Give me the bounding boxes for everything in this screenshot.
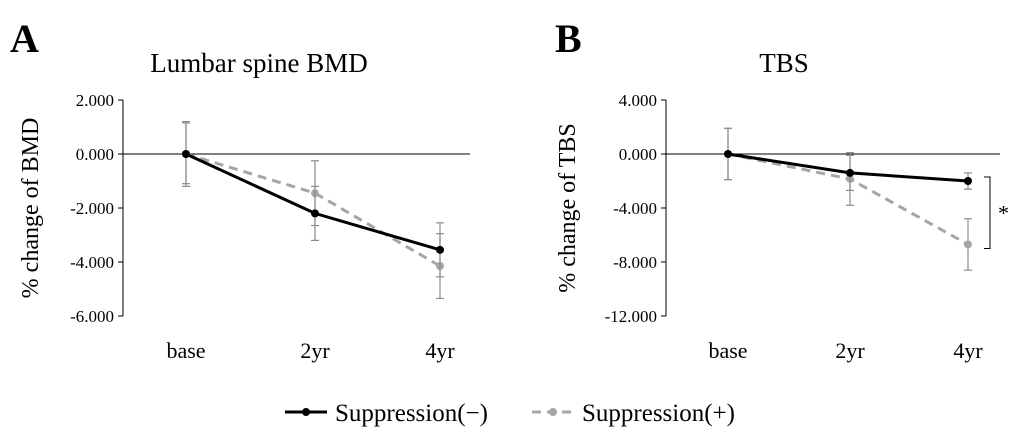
chart-title-b: TBS xyxy=(759,48,809,78)
significance-marker: * xyxy=(998,201,1009,226)
x-tick-label-a: 2yr xyxy=(300,338,330,363)
y-tick-label-b: -4.000 xyxy=(613,199,657,218)
data-point xyxy=(964,177,972,185)
panel-a: Lumbar spine BMD % change of BMD 2.000 0.00… xyxy=(18,48,470,363)
x-tick-label-b: 2yr xyxy=(835,338,865,363)
panel-a-letter: A xyxy=(10,16,39,61)
legend-label: Suppression(+) xyxy=(582,400,735,427)
y-tick-label-b: 4.000 xyxy=(619,91,657,110)
y-tick-label-b: 0.000 xyxy=(619,145,657,164)
legend-marker xyxy=(549,408,557,416)
y-tick-label-a: 0.000 xyxy=(76,145,114,164)
x-tick-label-a: base xyxy=(166,338,205,363)
data-point xyxy=(846,168,854,177)
y-tick-label-a: -4.000 xyxy=(70,253,114,272)
x-tick-label-b: 4yr xyxy=(953,338,983,363)
data-point xyxy=(724,150,732,158)
data-point xyxy=(964,240,972,249)
y-tick-label-a: -6.000 xyxy=(70,307,114,326)
y-tick-label-b: -12.000 xyxy=(605,307,657,326)
y-axis-label-b: % change of TBS xyxy=(555,123,581,293)
y-axis-label-a: % change of BMD xyxy=(18,118,44,299)
series-line xyxy=(185,152,441,252)
legend-marker xyxy=(302,408,310,416)
legend-item-suppression-minus: Suppression(−) xyxy=(285,400,488,427)
legend-item-suppression-plus: Suppression(+) xyxy=(532,400,735,427)
series-line xyxy=(185,152,441,268)
series-b-suppression-plus xyxy=(724,127,972,271)
panel-b-letter: B xyxy=(555,16,582,61)
y-tick-label-a: 2.000 xyxy=(76,91,114,110)
series-b-suppression-minus xyxy=(724,127,972,192)
y-tick-label-b: -8.000 xyxy=(613,253,657,272)
significance-bracket xyxy=(984,176,991,249)
x-tick-label-b: base xyxy=(708,338,747,363)
series-a-suppression-minus xyxy=(182,120,444,278)
data-point xyxy=(182,150,190,158)
y-tick-label-a: -2.000 xyxy=(70,199,114,218)
chart-title-a: Lumbar spine BMD xyxy=(150,48,367,78)
data-point xyxy=(311,209,319,218)
legend: Suppression(−) Suppression(+) xyxy=(285,400,735,427)
series-line xyxy=(727,152,969,246)
data-point xyxy=(436,245,444,254)
panel-b: TBS % change of TBS 4.000 0.000 -4.000 -8.000… xyxy=(555,48,1009,363)
x-tick-label-a: 4yr xyxy=(425,338,455,363)
legend-label: Suppression(−) xyxy=(335,400,488,427)
